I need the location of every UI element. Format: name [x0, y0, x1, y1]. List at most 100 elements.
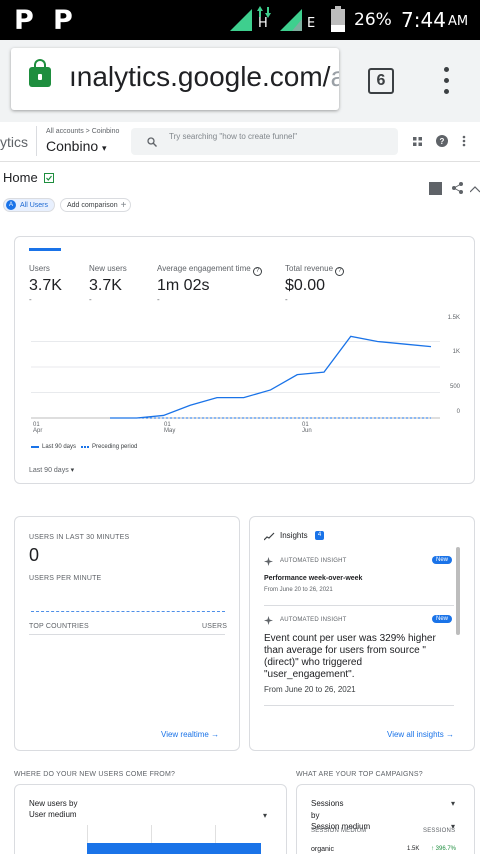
metric-label-revenue[interactable]: Total revenue ?	[285, 264, 345, 276]
metric-value-new-users[interactable]: 3.7K	[89, 277, 122, 294]
browser-menu-icon[interactable]	[436, 67, 456, 97]
tab-switcher-button[interactable]: 6	[368, 68, 394, 94]
browser-toolbar: ınalytics.google.com/a 6	[0, 40, 480, 122]
insights-scrollbar[interactable]	[456, 547, 460, 635]
network-type-label: E	[307, 16, 316, 31]
new-badge: New	[432, 556, 453, 564]
divider	[29, 634, 225, 635]
caret-down-icon: ▾	[70, 467, 75, 474]
comparison-chip-all-users[interactable]: A All Users	[3, 198, 56, 212]
series-line-current[interactable]	[110, 335, 432, 419]
legend-swatch-previous	[81, 446, 90, 448]
insights-count-badge: 4	[315, 531, 324, 540]
legend-label-previous: Preceding period	[92, 444, 138, 450]
help-icon[interactable]: ?	[436, 135, 448, 147]
users-line-chart[interactable]	[15, 237, 476, 485]
date-range-selector[interactable]: Last 90 days ▾	[29, 467, 75, 474]
view-all-insights-link[interactable]: View all insights →	[387, 730, 455, 739]
sparkle-icon	[264, 557, 273, 566]
insights-trend-icon	[264, 532, 275, 541]
caret-down-icon[interactable]: ▾	[263, 811, 268, 820]
arrow-right-icon: →	[446, 730, 455, 739]
insight-headline[interactable]: Event count per user was 329% higher tha…	[264, 633, 436, 680]
segment-avatar: A	[6, 200, 16, 210]
arrow-right-icon: →	[211, 730, 220, 739]
product-name: ytics	[0, 134, 28, 150]
add-comparison-button[interactable]: Add comparison +	[60, 198, 132, 212]
card-line1[interactable]: Sessions	[311, 799, 344, 808]
users-column-label: USERS	[202, 623, 228, 630]
metric-label-new-users[interactable]: New users	[89, 264, 127, 273]
card-title-line1[interactable]: New users by	[29, 799, 78, 808]
insight-headline[interactable]: Performance week-over-week	[264, 575, 363, 582]
realtime-card: USERS IN LAST 30 MINUTES 0 USERS PER MIN…	[14, 516, 240, 751]
metric-value-engagement[interactable]: 1m 02s	[157, 277, 210, 294]
battery-percent: 26%	[354, 10, 392, 30]
gridline	[87, 825, 88, 854]
plus-icon: +	[120, 199, 127, 211]
customize-report-icon[interactable]	[429, 182, 442, 195]
info-icon: ?	[335, 267, 345, 276]
caret-down-icon[interactable]: ▾	[451, 822, 456, 831]
svg-text:?: ?	[440, 137, 445, 146]
overview-card: Users 3.7K - New users 3.7K - Average en…	[14, 236, 475, 484]
page-title: Home	[3, 170, 55, 185]
clock-time: 7:44	[401, 8, 446, 32]
apps-grid-icon[interactable]	[413, 137, 422, 146]
y-tick-label: 500	[449, 384, 460, 390]
battery-icon	[331, 6, 345, 32]
table-row-value: 1.5K	[407, 846, 420, 852]
search-icon	[147, 137, 157, 147]
card-line3[interactable]: Session medium	[311, 822, 371, 831]
top-countries-label: TOP COUNTRIES	[29, 623, 89, 630]
divider	[264, 605, 454, 606]
sparkle-icon	[264, 616, 273, 625]
metric-value-users[interactable]: 3.7K	[29, 277, 62, 294]
notification-app-icon: P	[53, 5, 73, 36]
verified-check-icon	[44, 173, 55, 183]
y-tick-label: 1K	[452, 349, 460, 355]
metric-delta: -	[157, 295, 160, 304]
insight-date: From June 20 to 26, 2021	[264, 685, 356, 694]
table-row-change: ↑ 396.7%	[431, 846, 457, 852]
search-placeholder: Try searching "how to create funnel"	[169, 132, 298, 141]
metric-value-revenue[interactable]: $0.00	[285, 277, 326, 294]
caret-down-icon[interactable]: ▾	[451, 799, 456, 808]
status-bar: P P H E 26% 7:44 AM	[0, 0, 480, 40]
metric-delta: -	[89, 295, 92, 304]
network-type-label: H	[258, 16, 268, 31]
bar-new-users[interactable]	[87, 843, 261, 854]
users-per-minute-label: USERS PER MINUTE	[29, 575, 102, 582]
clock-ampm: AM	[448, 14, 469, 29]
column-header-medium: SESSION MEDIUM	[311, 828, 367, 834]
property-selector[interactable]: Conbino ▾	[46, 138, 107, 154]
insight-date: From June 20 to 26, 2021	[264, 587, 333, 593]
legend-label-current: Last 90 days	[42, 444, 77, 450]
x-tick-label: 01 Apr	[33, 422, 43, 434]
data-transfer-icon	[257, 6, 271, 18]
url-bar[interactable]: ınalytics.google.com/a	[11, 48, 339, 110]
section-title: WHAT ARE YOUR TOP CAMPAIGNS?	[296, 771, 423, 778]
insight-tag: AUTOMATED INSIGHT	[280, 617, 347, 623]
search-input[interactable]: Try searching "how to create funnel"	[131, 128, 398, 155]
card-title-line2[interactable]: User medium	[29, 810, 77, 819]
x-tick-label: 01 Jun	[302, 422, 312, 434]
table-row-label: organic	[311, 846, 334, 853]
signal-icon	[280, 9, 302, 31]
insight-tag: AUTOMATED INSIGHT	[280, 558, 347, 564]
new-badge: New	[432, 615, 453, 623]
metric-label-engagement[interactable]: Average engagement time ?	[157, 264, 262, 276]
chip-label: Add comparison	[67, 201, 118, 209]
view-realtime-link[interactable]: View realtime →	[161, 730, 220, 739]
insights-title: Insights	[280, 531, 308, 540]
metric-label-users[interactable]: Users	[29, 264, 50, 273]
card-line2: by	[311, 811, 320, 820]
column-header-sessions: SESSIONS	[423, 828, 456, 834]
share-icon[interactable]	[452, 182, 463, 194]
breadcrumb[interactable]: All accounts > Coinbino	[46, 128, 120, 135]
selected-metric-indicator	[29, 248, 61, 251]
insights-trend-icon[interactable]	[470, 185, 480, 193]
url-text[interactable]: ınalytics.google.com/a	[69, 61, 339, 92]
more-vert-icon[interactable]	[462, 135, 466, 147]
campaigns-card: Sessions ▾ by Session medium ▾ SESSION M…	[296, 784, 475, 854]
